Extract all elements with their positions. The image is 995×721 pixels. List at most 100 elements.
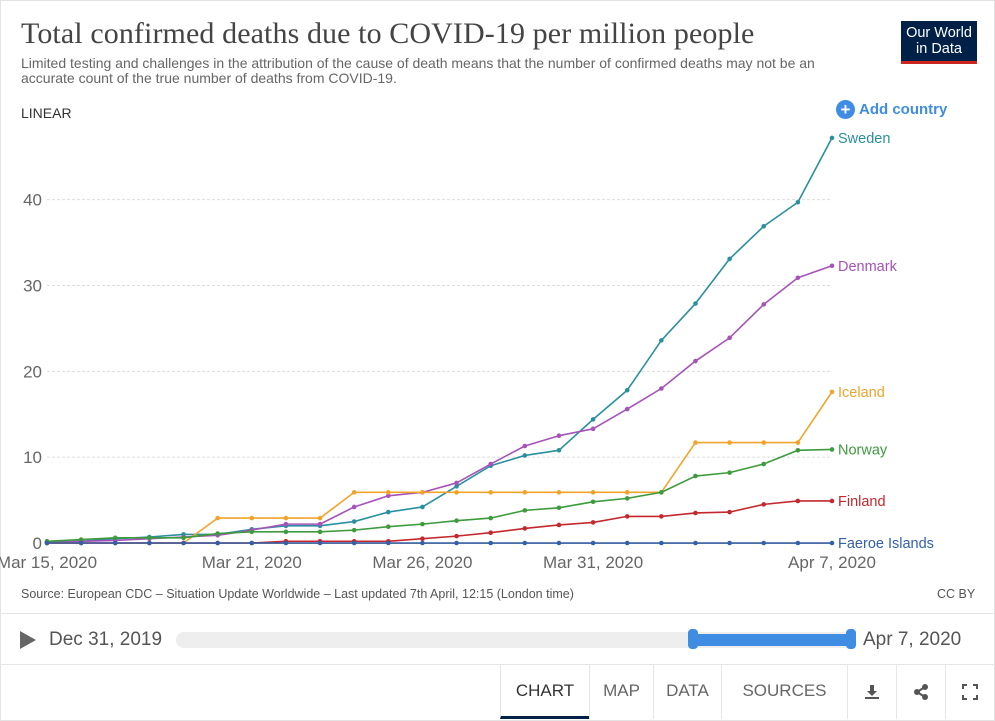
share-button[interactable]	[896, 665, 945, 719]
data-point	[556, 433, 562, 439]
data-point	[727, 335, 732, 341]
timeline-end-date: Apr 7, 2020	[863, 629, 962, 650]
series-label: Norway	[838, 442, 888, 458]
download-button[interactable]	[847, 665, 896, 719]
data-point	[624, 540, 630, 546]
data-point	[317, 515, 323, 521]
data-point	[795, 448, 801, 453]
data-point	[727, 470, 732, 475]
data-point	[624, 496, 630, 501]
y-tick-label: 20	[23, 362, 42, 381]
data-point	[556, 522, 562, 528]
owid-logo[interactable]: Our World in Data	[901, 21, 977, 64]
data-point	[693, 440, 698, 445]
data-point	[351, 519, 357, 524]
license-link[interactable]: CC BY	[937, 587, 976, 601]
data-point	[215, 515, 220, 521]
scale-toggle[interactable]: LINEAR	[21, 105, 72, 121]
timeline-start-handle[interactable]	[688, 629, 698, 649]
add-country-label: Add country	[859, 101, 948, 118]
data-point	[249, 515, 255, 521]
data-point	[556, 540, 562, 546]
tab-data[interactable]: DATA	[653, 665, 721, 719]
data-point	[317, 540, 323, 546]
series-label: Denmark	[838, 259, 898, 275]
data-point	[590, 499, 596, 505]
data-point	[590, 490, 596, 495]
download-icon	[865, 685, 879, 699]
data-point	[659, 490, 664, 495]
tab-bar: CHART MAP DATA SOURCES	[500, 665, 994, 719]
timeline-track[interactable]	[176, 632, 852, 648]
data-point	[420, 490, 425, 495]
data-point	[112, 540, 118, 546]
series-label: Faeroe Islands	[838, 536, 934, 552]
fullscreen-button[interactable]	[945, 665, 994, 719]
series-label: Iceland	[838, 385, 885, 401]
data-point	[283, 515, 289, 521]
data-point	[317, 521, 323, 527]
x-tick-label: Apr 7, 2020	[788, 553, 876, 572]
tab-sources[interactable]: SOURCES	[721, 665, 847, 719]
add-country-button[interactable]: + Add country	[836, 100, 947, 119]
data-point	[795, 275, 801, 281]
data-point	[488, 540, 493, 546]
divider	[0, 613, 995, 614]
data-point	[283, 529, 289, 535]
data-point	[761, 302, 767, 307]
data-point	[795, 540, 801, 546]
data-point	[590, 540, 596, 546]
data-point	[488, 461, 493, 467]
y-tick-label: 0	[33, 534, 42, 553]
timeline-start-date: Dec 31, 2019	[49, 629, 163, 650]
data-point	[249, 529, 255, 535]
data-point	[317, 529, 323, 535]
logo-line-1: Our World	[906, 25, 972, 41]
tab-map[interactable]: MAP	[589, 665, 653, 719]
tab-chart[interactable]: CHART	[500, 665, 589, 719]
data-point	[78, 537, 84, 542]
source-note[interactable]: Source: European CDC – Situation Update …	[21, 587, 574, 601]
data-point	[829, 263, 835, 269]
chart-title: Total confirmed deaths due to COVID-19 p…	[21, 17, 755, 50]
timeline-selected-range[interactable]	[692, 634, 850, 646]
data-point	[454, 480, 459, 486]
data-point	[829, 389, 835, 395]
play-icon[interactable]	[20, 631, 36, 649]
logo-line-2: in Data	[916, 41, 962, 57]
x-tick-label: Mar 26, 2020	[372, 553, 472, 572]
fullscreen-icon	[962, 684, 978, 700]
data-point	[420, 504, 425, 510]
data-point	[351, 490, 357, 495]
series-line	[46, 265, 833, 544]
data-point	[147, 540, 152, 546]
data-point	[351, 527, 357, 533]
series-label: Finland	[838, 494, 886, 510]
data-point	[659, 386, 664, 391]
data-point	[659, 540, 664, 546]
data-point	[624, 490, 630, 495]
data-point	[727, 440, 732, 445]
data-point	[386, 509, 391, 515]
data-point	[386, 540, 391, 546]
data-point	[829, 540, 835, 546]
data-point	[522, 453, 528, 458]
data-point	[624, 406, 630, 412]
data-point	[556, 490, 562, 495]
chart-subtitle: Limited testing and challenges in the at…	[21, 55, 815, 86]
data-point	[488, 515, 493, 521]
data-point	[215, 531, 220, 536]
plus-icon: +	[836, 100, 855, 119]
data-point	[590, 417, 596, 422]
data-point	[590, 426, 596, 432]
data-point	[795, 440, 801, 445]
data-point	[761, 502, 767, 507]
data-point	[454, 533, 459, 539]
x-tick-label: Mar 21, 2020	[202, 553, 302, 572]
data-point	[556, 448, 562, 453]
timeline-end-handle[interactable]	[846, 629, 856, 649]
data-point	[283, 540, 289, 546]
y-tick-label: 30	[23, 277, 42, 296]
data-point	[556, 505, 562, 511]
data-point	[351, 540, 357, 546]
